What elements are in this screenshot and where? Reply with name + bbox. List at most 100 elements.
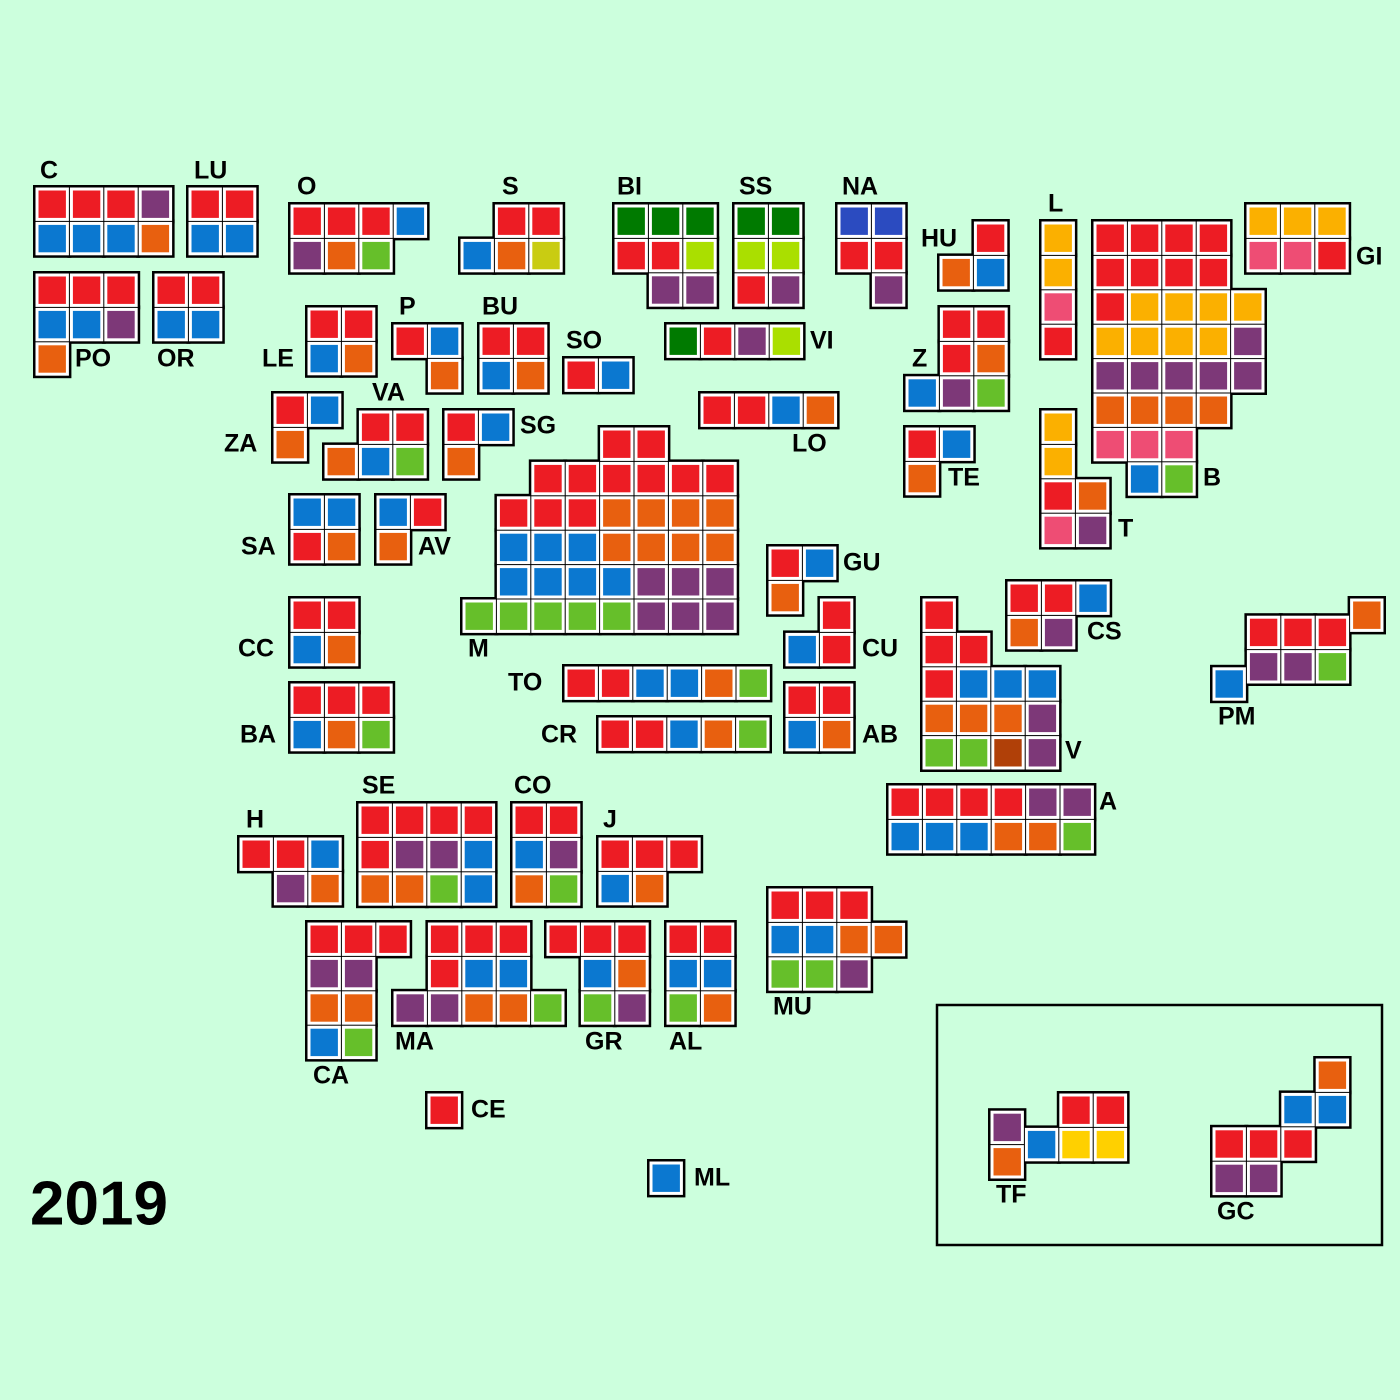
seat xyxy=(465,925,493,953)
seat xyxy=(669,959,697,988)
province: SG xyxy=(442,408,556,481)
province: BA xyxy=(240,681,396,754)
seat xyxy=(603,464,631,493)
province: TF xyxy=(988,1091,1130,1209)
province-label: BU xyxy=(482,293,518,321)
seat xyxy=(1096,293,1124,321)
seat xyxy=(771,891,799,919)
seat xyxy=(464,875,493,903)
province: O xyxy=(288,173,430,275)
province-label: A xyxy=(1099,788,1117,816)
seat xyxy=(310,344,338,373)
province-label: MU xyxy=(773,993,812,1021)
seat xyxy=(515,840,543,869)
seat xyxy=(568,499,597,527)
seat xyxy=(601,720,629,748)
seat xyxy=(670,720,698,748)
seat xyxy=(395,806,424,834)
seat xyxy=(1028,739,1057,767)
seat xyxy=(293,720,321,749)
province: P xyxy=(391,293,464,395)
seat xyxy=(107,224,135,253)
seat xyxy=(1130,396,1159,424)
province: ZA xyxy=(224,391,344,464)
seat xyxy=(276,396,304,424)
seat xyxy=(651,276,680,304)
seat xyxy=(583,925,612,953)
seat xyxy=(822,601,851,629)
seat xyxy=(1353,601,1381,629)
seat xyxy=(1010,618,1038,647)
seat xyxy=(686,276,714,304)
seat xyxy=(327,720,356,749)
seat xyxy=(771,241,800,270)
seat xyxy=(465,994,493,1022)
seat xyxy=(447,447,475,476)
province-label: J xyxy=(603,806,617,834)
seat xyxy=(276,430,304,459)
seat xyxy=(327,447,355,476)
seat xyxy=(704,720,733,748)
seat xyxy=(706,602,734,630)
seat xyxy=(430,959,459,988)
seat xyxy=(549,875,578,903)
seat xyxy=(1096,396,1124,424)
seat xyxy=(1130,293,1159,321)
seat xyxy=(1063,788,1091,816)
seat xyxy=(568,568,597,596)
seat xyxy=(276,874,305,903)
seat xyxy=(993,1148,1021,1176)
seat xyxy=(293,532,321,561)
province-label: BI xyxy=(617,173,642,201)
seat xyxy=(925,635,953,664)
seat xyxy=(1318,618,1347,647)
province: BI xyxy=(612,173,720,310)
province: M xyxy=(460,425,740,663)
seat xyxy=(38,310,66,339)
seat xyxy=(465,959,493,988)
seat xyxy=(430,994,459,1022)
seat xyxy=(959,739,988,767)
province-label: MA xyxy=(395,1028,434,1056)
province: S xyxy=(458,173,566,275)
province: AL xyxy=(664,920,737,1056)
seat xyxy=(652,1164,680,1192)
province-label: GI xyxy=(1356,243,1382,271)
seat xyxy=(157,276,185,304)
seat xyxy=(481,413,510,441)
seat xyxy=(463,241,491,270)
seat xyxy=(671,499,700,527)
seat xyxy=(293,207,321,235)
seat xyxy=(703,327,732,355)
seat xyxy=(311,874,339,903)
seat xyxy=(1165,293,1193,321)
seat xyxy=(686,241,714,270)
seat xyxy=(874,241,903,270)
province-label: CE xyxy=(471,1096,506,1124)
seat xyxy=(1215,1164,1243,1193)
seat xyxy=(534,568,562,596)
seat xyxy=(1249,207,1277,235)
seat xyxy=(1130,224,1159,252)
seat xyxy=(567,361,595,389)
seat xyxy=(671,568,700,596)
seat xyxy=(395,875,424,903)
province-label: CC xyxy=(238,635,274,663)
seat xyxy=(637,430,665,458)
seat xyxy=(1284,653,1312,681)
seat xyxy=(1044,293,1072,321)
province-label: BA xyxy=(240,721,276,749)
seat xyxy=(1062,1130,1090,1159)
seat xyxy=(379,532,407,561)
seat xyxy=(1062,1096,1090,1124)
province-label: VA xyxy=(372,379,405,407)
seat xyxy=(960,822,988,851)
seat xyxy=(1044,447,1072,476)
seat xyxy=(617,241,645,270)
seat xyxy=(1078,516,1107,545)
province: C xyxy=(33,157,175,258)
province-label: GC xyxy=(1217,1198,1255,1226)
seat xyxy=(242,840,270,868)
seat xyxy=(362,720,390,749)
seat xyxy=(1029,822,1057,851)
